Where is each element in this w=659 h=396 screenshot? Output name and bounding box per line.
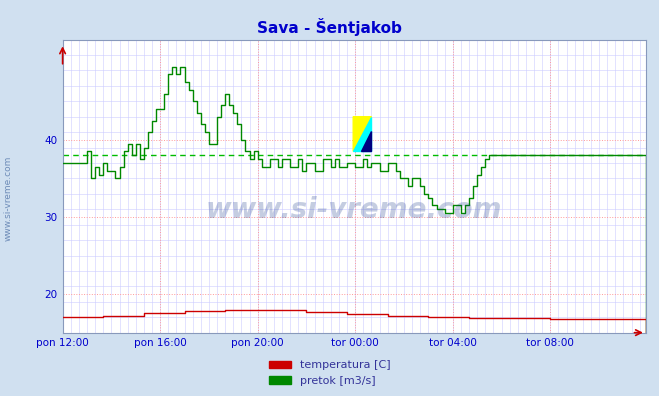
Polygon shape [353, 117, 372, 151]
Legend: temperatura [C], pretok [m3/s]: temperatura [C], pretok [m3/s] [264, 356, 395, 390]
Polygon shape [361, 131, 372, 151]
Text: www.si-vreme.com: www.si-vreme.com [206, 196, 502, 224]
Polygon shape [353, 117, 372, 151]
Text: Sava - Šentjakob: Sava - Šentjakob [257, 18, 402, 36]
Text: www.si-vreme.com: www.si-vreme.com [3, 155, 13, 241]
